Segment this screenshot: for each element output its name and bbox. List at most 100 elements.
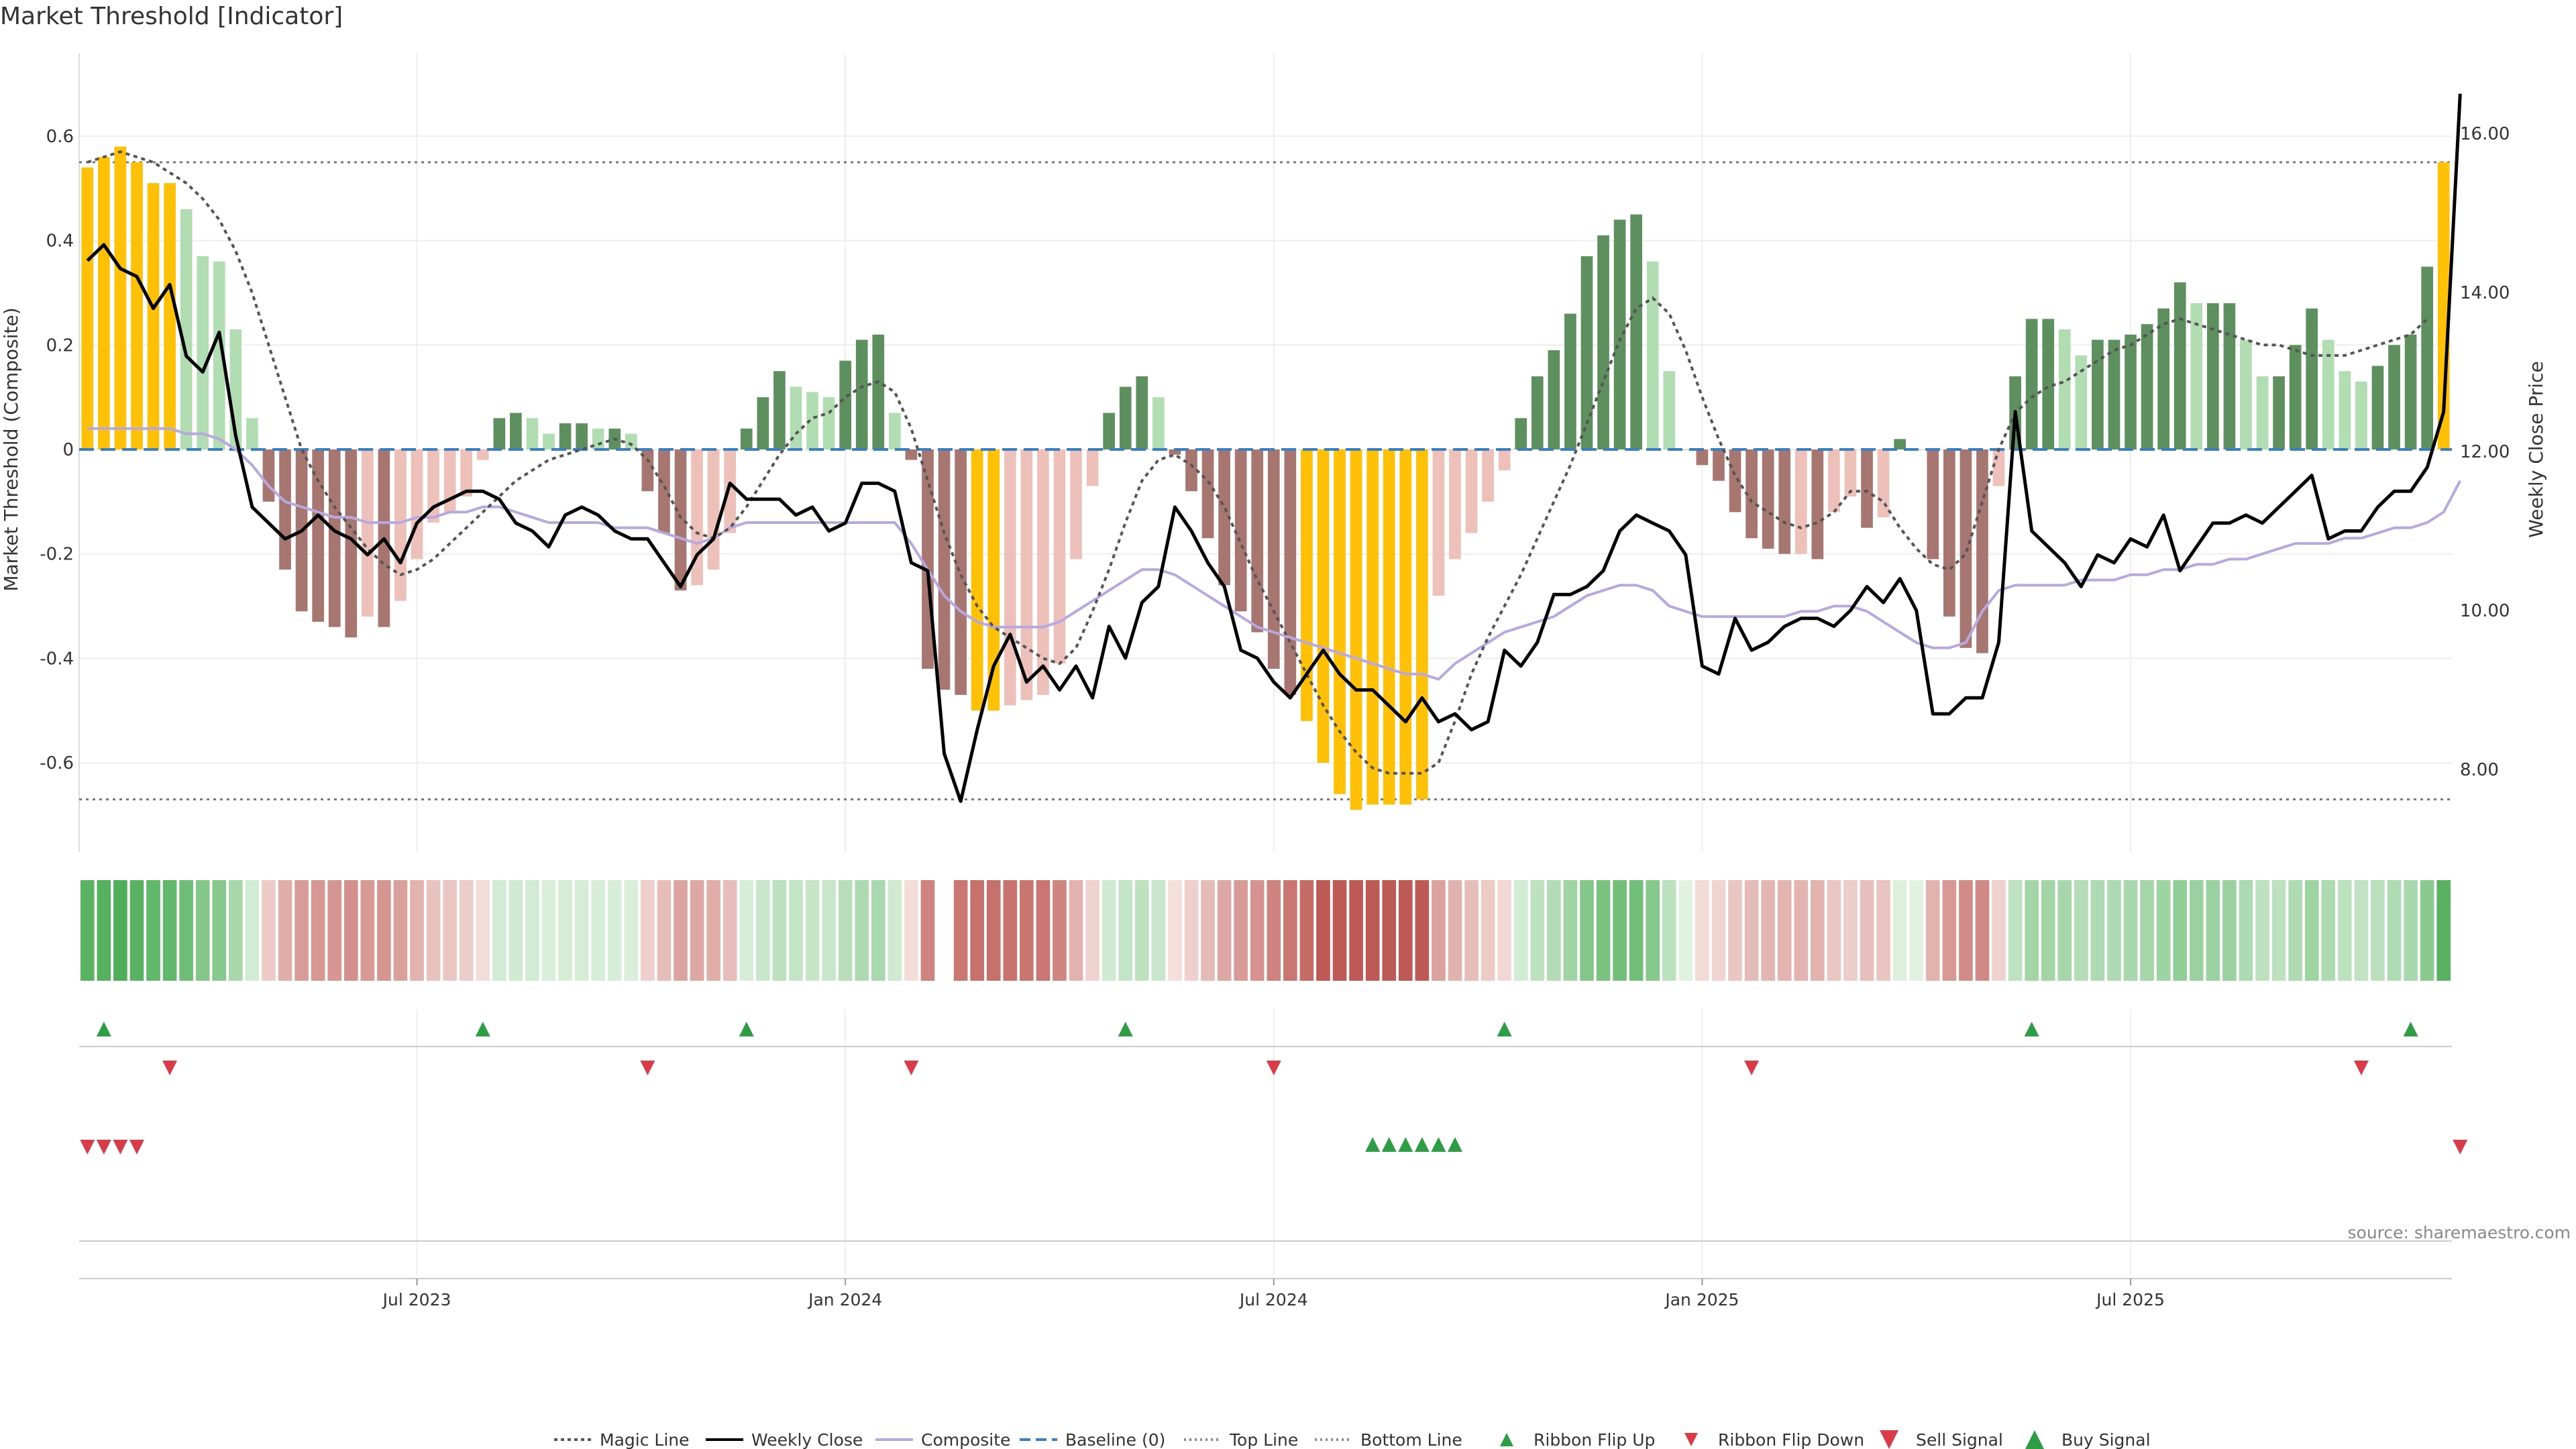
composite-bar bbox=[2025, 319, 2038, 449]
ribbon-cell bbox=[756, 880, 770, 981]
ribbon-cell bbox=[970, 880, 984, 981]
composite-bar bbox=[1894, 439, 1906, 449]
composite-bar bbox=[345, 449, 358, 638]
ribbon-cell bbox=[410, 880, 424, 981]
composite-bar bbox=[2042, 319, 2055, 449]
ribbon-cell bbox=[1678, 880, 1693, 981]
ribbon-cell bbox=[1432, 880, 1446, 981]
composite-bar bbox=[1416, 449, 1428, 800]
ribbon-flip-down-marker bbox=[904, 1061, 919, 1075]
composite-bar bbox=[476, 449, 489, 460]
ribbon-cell bbox=[986, 880, 1001, 981]
ribbon-cell bbox=[1283, 880, 1297, 981]
legend-item: Weekly Close bbox=[706, 1430, 863, 1449]
composite-bars bbox=[81, 146, 2450, 810]
legend-label: Composite bbox=[921, 1430, 1010, 1449]
composite-bar bbox=[872, 334, 885, 449]
x-tick-label: Jan 2024 bbox=[807, 1290, 882, 1309]
composite-bar bbox=[1201, 449, 1214, 539]
buy-signal-marker bbox=[1447, 1137, 1462, 1152]
composite-bar bbox=[1185, 449, 1197, 492]
composite-bar bbox=[773, 371, 786, 449]
buy-signal-marker bbox=[1398, 1137, 1413, 1152]
composite-bar bbox=[1465, 449, 1478, 533]
ribbon-cell bbox=[162, 880, 177, 981]
composite-bar bbox=[362, 449, 374, 617]
ribbon-cell bbox=[2057, 880, 2072, 981]
composite-bar bbox=[2289, 345, 2302, 449]
sell-signal-marker bbox=[2453, 1140, 2468, 1155]
ribbon-flip-up-marker bbox=[96, 1022, 111, 1036]
composite-bar bbox=[1646, 261, 1659, 449]
composite-bar bbox=[1169, 449, 1181, 455]
legend-item: Ribbon Flip Up bbox=[1500, 1430, 1655, 1449]
ribbon-cell bbox=[97, 880, 111, 981]
ribbon-cell bbox=[1744, 880, 1759, 981]
ribbon-cell bbox=[1382, 880, 1397, 981]
ribbon-cell bbox=[2206, 880, 2220, 981]
composite-bar bbox=[674, 449, 687, 591]
ribbon-cell bbox=[360, 880, 375, 981]
composite-bar bbox=[2355, 381, 2367, 449]
sell-signal-marker bbox=[80, 1140, 95, 1155]
composite-bar bbox=[1267, 449, 1280, 669]
composite-bar bbox=[559, 423, 572, 449]
composite-bar bbox=[1531, 376, 1544, 449]
left-tick-label: 0.4 bbox=[46, 231, 74, 252]
ribbon-cell bbox=[2222, 880, 2237, 981]
composite-bar bbox=[2339, 371, 2351, 449]
composite-bar bbox=[1432, 449, 1445, 596]
composite-bar bbox=[2273, 376, 2285, 449]
sell-signal-marker bbox=[129, 1140, 144, 1155]
composite-bar bbox=[1729, 449, 1741, 513]
composite-bar bbox=[971, 449, 983, 711]
composite-bar bbox=[889, 413, 901, 449]
legend-swatch bbox=[2025, 1430, 2044, 1449]
ribbon-cell bbox=[722, 880, 737, 981]
ribbon-cell bbox=[1201, 880, 1215, 981]
legend-item: Baseline (0) bbox=[1020, 1430, 1165, 1449]
legend-label: Top Line bbox=[1229, 1430, 1298, 1449]
composite-bar bbox=[543, 433, 555, 449]
composite-bar bbox=[2322, 339, 2334, 449]
legend-item: Magic Line bbox=[554, 1430, 690, 1449]
composite-bar bbox=[2157, 308, 2169, 449]
legend-label: Sell Signal bbox=[1916, 1430, 2003, 1449]
composite-bar bbox=[147, 182, 160, 449]
composite-bar bbox=[1366, 449, 1379, 805]
ribbon-cell bbox=[212, 880, 227, 981]
composite-bar bbox=[955, 449, 967, 695]
ribbon-cell bbox=[2123, 880, 2138, 981]
ribbon-cell bbox=[2008, 880, 2023, 981]
right-tick-label: 8.00 bbox=[2460, 760, 2499, 780]
composite-bar bbox=[2404, 334, 2417, 449]
legend-label: Bottom Line bbox=[1360, 1430, 1462, 1449]
ribbon-cell bbox=[377, 880, 391, 981]
ribbon-cell bbox=[1992, 880, 2006, 981]
ribbon-cell bbox=[1234, 880, 1248, 981]
ribbon-cell bbox=[311, 880, 325, 981]
composite-bar bbox=[2141, 324, 2153, 449]
ribbon-cell bbox=[2304, 880, 2319, 981]
left-tick-label: 0.6 bbox=[46, 127, 74, 147]
composite-bar bbox=[1564, 313, 1576, 449]
left-axis-title: Market Threshold (Composite) bbox=[0, 307, 22, 591]
composite-bar bbox=[2388, 345, 2400, 449]
composite-bar bbox=[724, 449, 737, 533]
composite-bar bbox=[1449, 449, 1461, 559]
composite-bar bbox=[1927, 449, 1939, 559]
right-tick-label: 16.00 bbox=[2460, 124, 2510, 144]
ribbon-cell bbox=[146, 880, 160, 981]
composite-bar bbox=[1251, 449, 1264, 633]
ribbon-cell bbox=[1596, 880, 1611, 981]
composite-bar bbox=[2207, 303, 2219, 449]
ribbon-cell bbox=[229, 880, 243, 981]
ribbon-cell bbox=[624, 880, 639, 981]
sell-signal-marker bbox=[96, 1140, 111, 1155]
legend-label: Baseline (0) bbox=[1065, 1430, 1165, 1449]
ribbon-cell bbox=[1975, 880, 1990, 981]
composite-bar bbox=[1482, 449, 1494, 502]
composite-bar bbox=[938, 449, 951, 690]
x-tick-label: Jan 2025 bbox=[1664, 1290, 1739, 1309]
composite-bar bbox=[1762, 449, 1774, 549]
